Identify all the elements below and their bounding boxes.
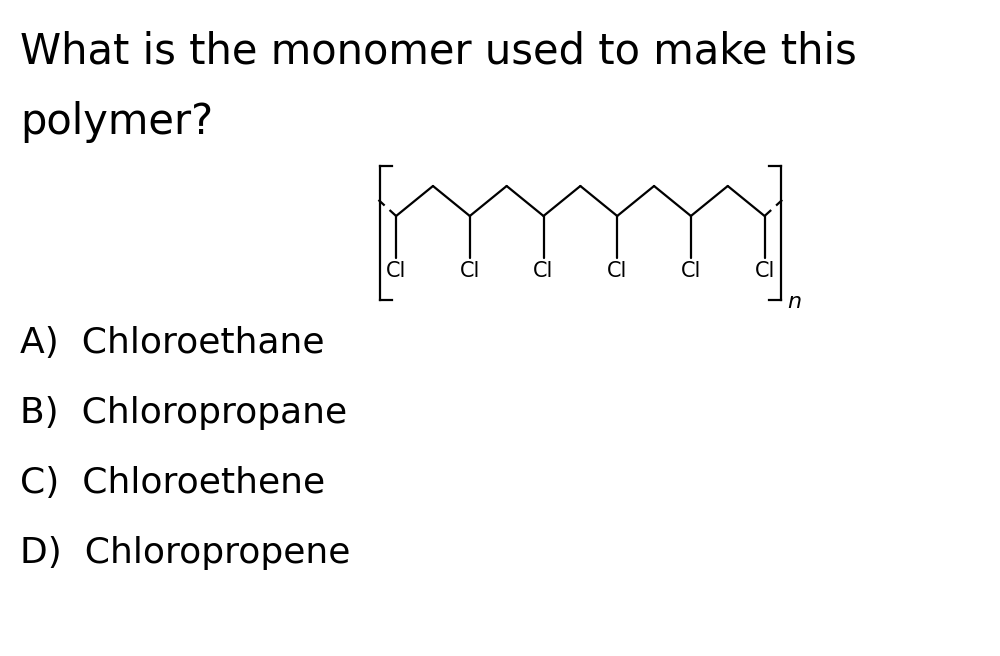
Text: Cl: Cl <box>533 261 554 281</box>
Text: Cl: Cl <box>607 261 627 281</box>
Text: Cl: Cl <box>681 261 701 281</box>
Text: D)  Chloropropene: D) Chloropropene <box>20 536 351 570</box>
Text: A)  Chloroethane: A) Chloroethane <box>20 326 325 360</box>
Text: What is the monomer used to make this: What is the monomer used to make this <box>20 31 857 73</box>
Text: C)  Chloroethene: C) Chloroethene <box>20 466 325 500</box>
Text: polymer?: polymer? <box>20 101 213 143</box>
Text: n: n <box>788 292 802 312</box>
Text: Cl: Cl <box>754 261 775 281</box>
Text: B)  Chloropropane: B) Chloropropane <box>20 396 347 430</box>
Text: Cl: Cl <box>386 261 406 281</box>
Text: Cl: Cl <box>460 261 480 281</box>
